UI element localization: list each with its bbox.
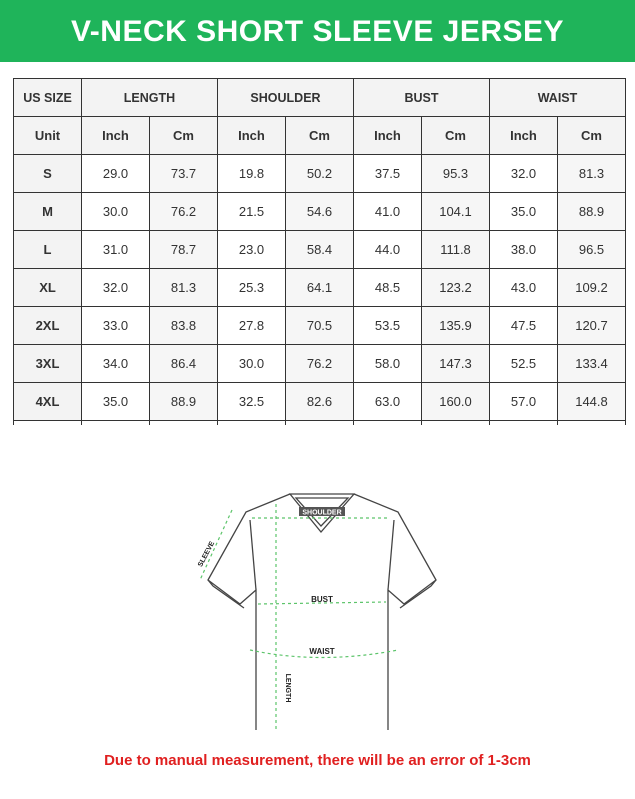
- value-cell: 76.2: [149, 192, 218, 231]
- value-cell: 33.0: [81, 306, 150, 345]
- unit-cell: Cm: [149, 116, 218, 155]
- header-bust: BUST: [353, 78, 490, 117]
- size-cell: 2XL: [13, 306, 82, 345]
- size-cell: XL: [13, 268, 82, 307]
- value-cell: 47.5: [489, 306, 558, 345]
- value-cell: 64.1: [285, 268, 354, 307]
- page-title: V-NECK SHORT SLEEVE JERSEY: [0, 0, 635, 62]
- size-cell: S: [13, 154, 82, 193]
- value-cell: 70.5: [285, 306, 354, 345]
- header-row: US SIZE LENGTH SHOULDER BUST WAIST: [13, 78, 626, 117]
- value-cell: 25.3: [217, 268, 286, 307]
- value-cell: 27.8: [217, 306, 286, 345]
- table-row: 4XL 35.0 88.9 32.5 82.6 63.0 160.0 57.0 144.8: [13, 382, 626, 421]
- table-row: 2XL 33.0 83.8 27.8 70.5 53.5 135.9 47.5 120.7: [13, 306, 626, 345]
- measurement-note: Due to manual measurement, there will be…: [104, 752, 531, 769]
- table-row: XL 32.0 81.3 25.3 64.1 48.5 123.2 43.0 109.2: [13, 268, 626, 307]
- header-shoulder: SHOULDER: [217, 78, 354, 117]
- table-row: M 30.0 76.2 21.5 54.6 41.0 104.1 35.0 88.9: [13, 192, 626, 231]
- value-cell: 52.5: [489, 344, 558, 383]
- value-cell: 53.5: [353, 306, 422, 345]
- value-cell: 104.1: [421, 192, 490, 231]
- table-row: 3XL 34.0 86.4 30.0 76.2 58.0 147.3 52.5 133.4: [13, 344, 626, 383]
- value-cell: 58.0: [353, 344, 422, 383]
- value-cell: 44.0: [353, 230, 422, 269]
- sleeve-label: SLEEVE: [197, 540, 216, 568]
- size-cell: L: [13, 230, 82, 269]
- table-row: S 29.0 73.7 19.8 50.2 37.5 95.3 32.0 81.3: [13, 154, 626, 193]
- shoulder-label: SHOULDER: [302, 510, 341, 517]
- size-cell: 3XL: [13, 344, 82, 383]
- value-cell: 83.8: [149, 306, 218, 345]
- unit-cell: Inch: [353, 116, 422, 155]
- value-cell: 147.3: [421, 344, 490, 383]
- value-cell: 48.5: [353, 268, 422, 307]
- unit-cell: Unit: [13, 116, 82, 155]
- value-cell: 43.0: [489, 268, 558, 307]
- size-chart-table: US SIZE LENGTH SHOULDER BUST WAIST Unit I…: [13, 78, 626, 425]
- value-cell: 96.5: [557, 230, 626, 269]
- table-row: L 31.0 78.7 23.0 58.4 44.0 111.8 38.0 96.5: [13, 230, 626, 269]
- value-cell: 38.0: [489, 230, 558, 269]
- value-cell: 73.7: [149, 154, 218, 193]
- value-cell: 32.0: [81, 268, 150, 307]
- value-cell: 31.0: [81, 230, 150, 269]
- header-waist: WAIST: [489, 78, 626, 117]
- value-cell: 23.0: [217, 230, 286, 269]
- header-us-size: US SIZE: [13, 78, 82, 117]
- jersey-diagram: SHOULDER SLEEVE BUST WAIST LENGTH: [197, 493, 437, 730]
- unit-row: Unit Inch Cm Inch Cm Inch Cm Inch Cm: [13, 116, 626, 155]
- jersey-outline-icon: [207, 493, 437, 730]
- unit-cell: Cm: [557, 116, 626, 155]
- value-cell: 144.8: [557, 382, 626, 421]
- bust-label: BUST: [311, 595, 333, 604]
- value-cell: 34.0: [81, 344, 150, 383]
- unit-cell: Cm: [421, 116, 490, 155]
- size-cell: M: [13, 192, 82, 231]
- value-cell: 81.3: [149, 268, 218, 307]
- value-cell: 30.0: [81, 192, 150, 231]
- value-cell: 95.3: [421, 154, 490, 193]
- value-cell: 82.6: [285, 382, 354, 421]
- value-cell: 133.4: [557, 344, 626, 383]
- unit-cell: Cm: [285, 116, 354, 155]
- unit-cell: Inch: [489, 116, 558, 155]
- size-cell: 4XL: [13, 382, 82, 421]
- value-cell: 35.0: [81, 382, 150, 421]
- value-cell: 58.4: [285, 230, 354, 269]
- value-cell: 123.2: [421, 268, 490, 307]
- value-cell: 88.9: [557, 192, 626, 231]
- value-cell: 19.8: [217, 154, 286, 193]
- value-cell: 29.0: [81, 154, 150, 193]
- value-cell: 54.6: [285, 192, 354, 231]
- length-label: LENGTH: [284, 674, 291, 703]
- measure-lines: [199, 504, 399, 730]
- value-cell: 57.0: [489, 382, 558, 421]
- value-cell: 30.0: [217, 344, 286, 383]
- value-cell: 135.9: [421, 306, 490, 345]
- value-cell: 160.0: [421, 382, 490, 421]
- value-cell: 78.7: [149, 230, 218, 269]
- value-cell: 35.0: [489, 192, 558, 231]
- value-cell: 21.5: [217, 192, 286, 231]
- value-cell: 120.7: [557, 306, 626, 345]
- unit-cell: Inch: [217, 116, 286, 155]
- partial-row: [13, 420, 626, 425]
- value-cell: 76.2: [285, 344, 354, 383]
- value-cell: 41.0: [353, 192, 422, 231]
- value-cell: 81.3: [557, 154, 626, 193]
- unit-cell: Inch: [81, 116, 150, 155]
- value-cell: 109.2: [557, 268, 626, 307]
- value-cell: 50.2: [285, 154, 354, 193]
- value-cell: 88.9: [149, 382, 218, 421]
- value-cell: 86.4: [149, 344, 218, 383]
- value-cell: 32.5: [217, 382, 286, 421]
- value-cell: 111.8: [421, 230, 490, 269]
- value-cell: 37.5: [353, 154, 422, 193]
- header-length: LENGTH: [81, 78, 218, 117]
- waist-label: WAIST: [309, 647, 334, 656]
- value-cell: 32.0: [489, 154, 558, 193]
- value-cell: 63.0: [353, 382, 422, 421]
